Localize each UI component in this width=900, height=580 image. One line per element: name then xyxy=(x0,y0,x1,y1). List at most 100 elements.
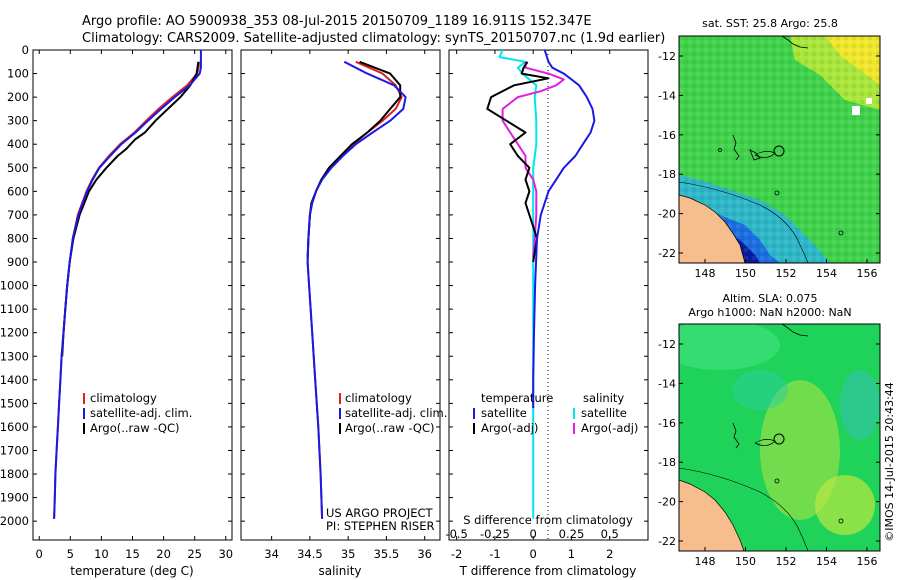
sal-argo-line xyxy=(306,60,402,258)
x-tick-label: 0 xyxy=(530,547,537,561)
project-annotation: US ARGO PROJECT xyxy=(326,506,434,520)
lat-tick-label: -16 xyxy=(658,417,676,430)
sst-map-frame xyxy=(678,35,881,264)
x-tick-label: 25 xyxy=(187,547,202,561)
sla-map-axes: -12 -14 -16 -18 -20 -22 148 150 152 154 156 xyxy=(658,338,880,568)
depth-tick-label: 200 xyxy=(7,90,29,104)
salinity-xlabel: salinity xyxy=(318,564,361,578)
depth-tick-label: 100 xyxy=(7,67,29,81)
lon-tick-label: 156 xyxy=(857,555,878,568)
sst-missing-pixel xyxy=(866,98,872,104)
depth-tick-label: 1200 xyxy=(0,326,29,340)
lat-tick-label: -18 xyxy=(658,456,676,469)
sst-reef-feature xyxy=(774,190,780,196)
lat-tick-label: -22 xyxy=(658,247,676,260)
x-tick-label: 35 xyxy=(341,547,356,561)
pi-annotation: PI: STEPHEN RISER xyxy=(326,519,435,533)
legend-label-argo: Argo(..raw -QC) xyxy=(345,421,435,435)
x-tick-label: 0 xyxy=(36,547,43,561)
sla-shelf-contour xyxy=(679,467,809,551)
legend-label-satellite: satellite-adj. clim. xyxy=(90,406,192,420)
lat-tick-label: -18 xyxy=(658,168,676,181)
lat-tick-label: -20 xyxy=(658,208,676,221)
s-tick-label: -0.5 xyxy=(445,527,467,541)
x-tick-label: -1 xyxy=(489,547,500,561)
x-tick-label: 2 xyxy=(606,547,613,561)
depth-tick-label: 1700 xyxy=(0,443,29,457)
title-line-1: Argo profile: AO 5900938_353 08-Jul-2015… xyxy=(82,14,592,29)
sla-land xyxy=(679,479,745,551)
lat-tick-label: -12 xyxy=(658,338,676,351)
legend-label-argo: Argo(..raw -QC) xyxy=(90,421,180,435)
legend-label-climatology: climatology xyxy=(90,391,157,405)
sla-anomaly xyxy=(840,370,880,440)
x-tick-label: 36 xyxy=(417,547,432,561)
lon-tick-label: 148 xyxy=(695,267,716,280)
sst-shelf-contour xyxy=(679,181,809,263)
depth-tick-label: 2000 xyxy=(0,514,29,528)
t-difference-label: T difference from climatology xyxy=(459,564,637,578)
difference-x-axis: -2 -1 0 1 2 -0.5 -0.25 0 0.25 0.5 xyxy=(445,50,619,561)
lon-tick-label: 152 xyxy=(776,555,797,568)
sal-climatology-line xyxy=(306,60,403,519)
lon-tick-label: 150 xyxy=(735,267,756,280)
depth-axis: 0 100 200 300 400 500 600 700 800 900 1000 1100 1200… xyxy=(0,43,648,528)
s-tick-label: -0.25 xyxy=(480,527,510,541)
sst-reef-feature xyxy=(749,149,761,161)
depth-tick-label: 300 xyxy=(7,114,29,128)
depth-tick-label: 1400 xyxy=(0,373,29,387)
legend-label-t-argo: Argo(-adj) xyxy=(481,421,538,435)
sla-map-title-1: Altim. SLA: 0.075 xyxy=(722,292,817,305)
depth-tick-label: 1900 xyxy=(0,491,29,505)
s-tick-label: 0.25 xyxy=(559,527,585,541)
temperature-profiles xyxy=(53,50,202,519)
difference-profiles xyxy=(486,49,596,519)
sla-map-frame xyxy=(678,323,881,552)
depth-tick-label: 1500 xyxy=(0,396,29,410)
lat-tick-label: -22 xyxy=(658,535,676,548)
s-difference-label: S difference from climatology xyxy=(463,513,633,527)
argo-position-marker xyxy=(773,433,785,445)
lon-tick-label: 154 xyxy=(816,267,837,280)
x-tick-label: 30 xyxy=(218,547,233,561)
x-tick-label: 10 xyxy=(94,547,109,561)
x-tick-label: -2 xyxy=(451,547,462,561)
sst-reef-feature xyxy=(838,230,844,236)
x-tick-label: 34.5 xyxy=(297,547,323,561)
depth-tick-label: 800 xyxy=(7,231,29,245)
difference-legend: temperature salinity satellite Argo(-adj… xyxy=(473,391,638,435)
legend-label-s-argo: Argo(-adj) xyxy=(581,421,638,435)
diff-t-satellite-line xyxy=(532,49,596,409)
temp-climatology-line xyxy=(53,61,200,519)
x-tick-label: 15 xyxy=(125,547,140,561)
sst-map-title: sat. SST: 25.8 Argo: 25.8 xyxy=(702,17,838,30)
salinity-profiles xyxy=(306,60,407,519)
lon-tick-label: 152 xyxy=(776,267,797,280)
depth-tick-label: 1600 xyxy=(0,420,29,434)
sla-map xyxy=(679,324,880,551)
imos-credit: ©IMOS 14-Jul-2015 20:43:44 xyxy=(883,382,896,542)
title-line-2: Climatology: CARS2009. Satellite-adjuste… xyxy=(82,31,665,46)
x-tick-label: 34 xyxy=(264,547,279,561)
lon-tick-label: 150 xyxy=(735,555,756,568)
s-tick-label: 0 xyxy=(530,527,537,541)
legend-label-satellite: satellite-adj. clim. xyxy=(345,406,447,420)
lat-tick-label: -14 xyxy=(658,377,676,390)
lat-tick-label: -12 xyxy=(658,50,676,63)
legend-label-climatology: climatology xyxy=(345,391,412,405)
sst-reef-feature xyxy=(754,151,776,158)
sst-map-axes: -12 -14 -16 -18 -20 -22 148 150 152 154 156 xyxy=(658,50,880,280)
depth-tick-label: 1300 xyxy=(0,349,29,363)
depth-tick-label: 700 xyxy=(7,208,29,222)
lon-tick-label: 154 xyxy=(816,555,837,568)
sal-satellite-line xyxy=(306,60,407,519)
depth-tick-label: 1100 xyxy=(0,302,29,316)
temperature-xlabel: temperature (deg C) xyxy=(70,564,193,578)
salinity-panel-frame xyxy=(240,49,441,541)
x-tick-label: 35.5 xyxy=(374,547,400,561)
sla-anomaly xyxy=(815,475,875,535)
depth-tick-label: 1000 xyxy=(0,279,29,293)
sla-reef-line xyxy=(781,324,809,337)
lon-tick-label: 156 xyxy=(857,267,878,280)
